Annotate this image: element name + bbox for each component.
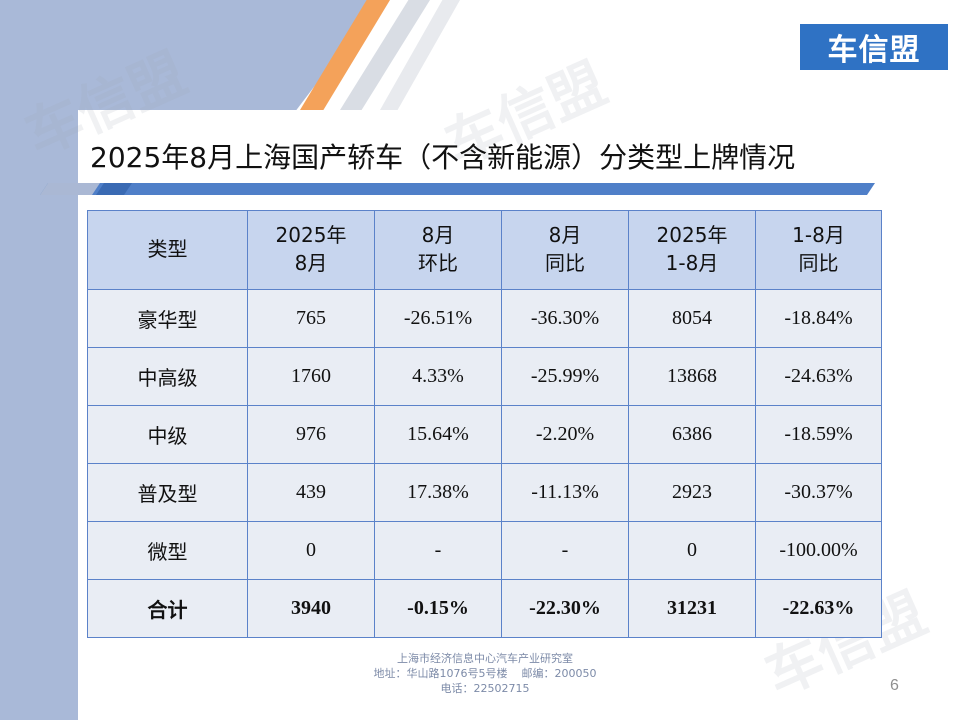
header-mom: 8月 环比 xyxy=(374,210,502,290)
page-title: 2025年8月上海国产轿车（不含新能源）分类型上牌情况 xyxy=(90,141,796,174)
cell-ytd-yoy: -30.37% xyxy=(755,463,882,522)
cell-mom: - xyxy=(374,521,502,580)
cell-aug-volume: 439 xyxy=(247,463,375,522)
cell-ytd-volume: 8054 xyxy=(628,289,756,348)
footer-org: 上海市经济信息中心汽车产业研究室 xyxy=(397,652,573,665)
header-type: 类型 xyxy=(87,210,248,290)
cell-ytd-yoy: -22.63% xyxy=(755,579,882,638)
cell-aug-volume: 1760 xyxy=(247,347,375,406)
header-yoy: 8月 同比 xyxy=(501,210,629,290)
table-header-row: 类型 2025年 8月 8月 环比 8月 同比 2025年 1-8月 1-8月 同比 xyxy=(87,210,882,290)
cell-type: 中高级 xyxy=(87,347,248,406)
cell-mom: -0.15% xyxy=(374,579,502,638)
cell-aug-volume: 0 xyxy=(247,521,375,580)
cell-ytd-yoy: -18.84% xyxy=(755,289,882,348)
cell-type: 豪华型 xyxy=(87,289,248,348)
page-number: 6 xyxy=(890,677,899,694)
cell-aug-volume: 976 xyxy=(247,405,375,464)
cell-yoy: - xyxy=(501,521,629,580)
cell-ytd-volume: 0 xyxy=(628,521,756,580)
cell-yoy: -11.13% xyxy=(501,463,629,522)
cell-yoy: -2.20% xyxy=(501,405,629,464)
cell-aug-volume: 765 xyxy=(247,289,375,348)
table-row: 豪华型 765 -26.51% -36.30% 8054 -18.84% xyxy=(87,289,882,348)
footer-address: 地址：华山路1076号5号楼 邮编：200050 xyxy=(373,667,597,680)
footer-contact: 上海市经济信息中心汽车产业研究室 地址：华山路1076号5号楼 邮编：20005… xyxy=(360,651,610,696)
header-ytd-yoy: 1-8月 同比 xyxy=(755,210,882,290)
cell-ytd-volume: 2923 xyxy=(628,463,756,522)
cell-ytd-volume: 6386 xyxy=(628,405,756,464)
footer-phone: 电话：22502715 xyxy=(440,682,530,695)
cell-type: 微型 xyxy=(87,521,248,580)
cell-mom: 4.33% xyxy=(374,347,502,406)
header-month-2025: 2025年 8月 xyxy=(247,210,375,290)
cell-ytd-yoy: -100.00% xyxy=(755,521,882,580)
registration-table: 类型 2025年 8月 8月 环比 8月 同比 2025年 1-8月 1-8月 同比 豪华… xyxy=(87,210,882,638)
table-row: 中级 976 15.64% -2.20% 6386 -18.59% xyxy=(87,405,882,464)
table-total-row: 合计 3940 -0.15% -22.30% 31231 -22.63% xyxy=(87,579,882,638)
cell-yoy: -22.30% xyxy=(501,579,629,638)
cell-mom: -26.51% xyxy=(374,289,502,348)
cell-yoy: -25.99% xyxy=(501,347,629,406)
title-underline xyxy=(40,183,875,195)
left-decor-band xyxy=(0,0,78,720)
cell-ytd-volume: 13868 xyxy=(628,347,756,406)
cell-mom: 15.64% xyxy=(374,405,502,464)
cell-yoy: -36.30% xyxy=(501,289,629,348)
table-row: 微型 0 - - 0 -100.00% xyxy=(87,521,882,580)
cell-mom: 17.38% xyxy=(374,463,502,522)
cell-type: 合计 xyxy=(87,579,248,638)
cell-type: 普及型 xyxy=(87,463,248,522)
table-row: 普及型 439 17.38% -11.13% 2923 -30.37% xyxy=(87,463,882,522)
cell-ytd-yoy: -18.59% xyxy=(755,405,882,464)
cell-aug-volume: 3940 xyxy=(247,579,375,638)
header-ytd-2025: 2025年 1-8月 xyxy=(628,210,756,290)
brand-logo: 车信盟 xyxy=(800,24,948,70)
cell-type: 中级 xyxy=(87,405,248,464)
cell-ytd-yoy: -24.63% xyxy=(755,347,882,406)
cell-ytd-volume: 31231 xyxy=(628,579,756,638)
table-row: 中高级 1760 4.33% -25.99% 13868 -24.63% xyxy=(87,347,882,406)
